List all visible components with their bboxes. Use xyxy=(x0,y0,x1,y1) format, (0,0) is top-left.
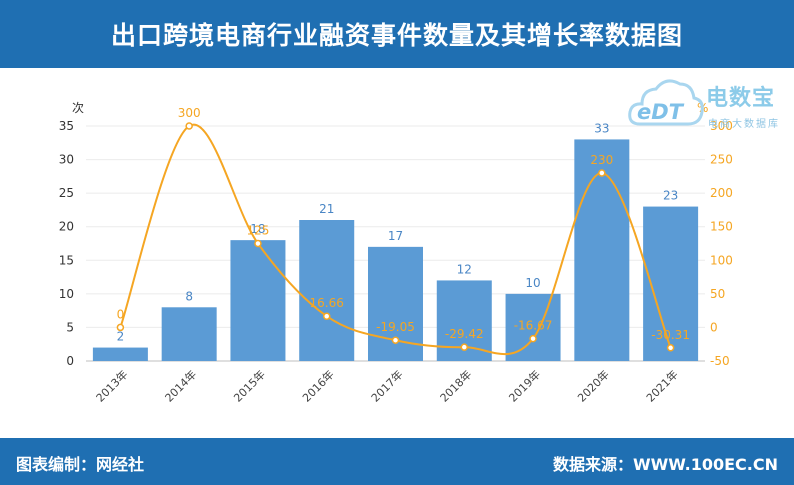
bar-value-label: 18 xyxy=(250,222,265,236)
x-tick-label: 2019年 xyxy=(506,367,543,404)
y-right-tick-label: 0 xyxy=(710,320,718,334)
growth-rate-label: -16.67 xyxy=(514,319,553,333)
y-right-tick-label: 250 xyxy=(710,153,733,167)
growth-rate-point xyxy=(116,323,125,332)
bar-value-label: 8 xyxy=(185,289,193,303)
bar-value-label: 12 xyxy=(457,262,472,276)
y-left-tick-label: 35 xyxy=(59,119,74,133)
bar-value-label: 10 xyxy=(525,276,540,290)
bar xyxy=(299,220,355,361)
x-tick-label: 2013年 xyxy=(93,367,130,404)
x-tick-label: 2020年 xyxy=(574,367,611,404)
x-tick-label: 2017年 xyxy=(368,367,405,404)
bar xyxy=(161,307,217,361)
cloud-icon xyxy=(628,79,704,126)
x-tick-label: 2014年 xyxy=(162,367,199,404)
y-right-tick-label: 300 xyxy=(710,119,733,133)
growth-rate-point xyxy=(529,334,537,343)
growth-rate-point xyxy=(460,343,469,351)
growth-rate-point xyxy=(322,312,331,320)
growth-rate-point xyxy=(598,169,606,177)
growth-rate-point xyxy=(391,336,400,344)
x-tick-label: 2016年 xyxy=(299,367,336,404)
bar xyxy=(643,206,699,361)
page-title: 出口跨境电商行业融资事件数量及其增长率数据图 xyxy=(110,21,683,50)
watermark-logo: eDT 电数宝 电商大数据库 xyxy=(626,72,790,134)
growth-rate-label: 300 xyxy=(178,106,201,120)
growth-rate-point xyxy=(185,122,193,130)
logo-brand: 电数宝 xyxy=(706,86,776,111)
logo-subtitle: 电商大数据库 xyxy=(708,119,780,130)
bar-value-label: 33 xyxy=(594,121,609,135)
y-left-tick-label: 30 xyxy=(59,153,74,167)
y-left-tick-label: 20 xyxy=(59,220,74,234)
y-left-tick-label: 25 xyxy=(59,186,74,200)
logo-mark-text: eDT xyxy=(637,100,683,124)
footer-credit: 图表编制：网经社 xyxy=(16,455,145,474)
y-right-tick-label: -50 xyxy=(710,354,730,368)
growth-rate-label: 125 xyxy=(246,224,269,238)
growth-rate-label: -19.05 xyxy=(376,320,415,334)
bar-value-label: 23 xyxy=(663,189,678,203)
y-left-tick-label: 10 xyxy=(59,287,74,301)
y-right-tick-label: 50 xyxy=(710,287,725,301)
footer-source: 数据来源：WWW.100EC.CN xyxy=(552,455,778,474)
bar-value-label: 2 xyxy=(117,330,125,344)
growth-rate-label: 230 xyxy=(590,153,613,167)
x-tick-label: 2021年 xyxy=(643,367,680,404)
footer-bar: 图表编制：网经社 数据来源：WWW.100EC.CN xyxy=(0,438,794,485)
y-right-tick-label: 150 xyxy=(710,220,733,234)
growth-rate-point xyxy=(666,344,675,352)
y-left-axis-label: 次 xyxy=(72,101,84,115)
growth-rate-point xyxy=(254,239,262,248)
y-left-tick-label: 5 xyxy=(66,320,74,334)
y-right-tick-label: 200 xyxy=(710,186,733,200)
growth-rate-label: -30.31 xyxy=(651,328,690,342)
growth-rate-label: -29.42 xyxy=(445,327,484,341)
bar-value-label: 17 xyxy=(388,229,403,243)
y-left-tick-label: 15 xyxy=(59,253,74,267)
title-bar: 出口跨境电商行业融资事件数量及其增长率数据图 xyxy=(0,0,794,68)
x-tick-label: 2015年 xyxy=(231,367,268,404)
bar xyxy=(505,293,561,361)
growth-rate-label: 0 xyxy=(117,307,125,321)
bar xyxy=(92,347,148,361)
bar-value-label: 21 xyxy=(319,202,334,216)
growth-rate-label: 16.66 xyxy=(310,296,344,310)
x-tick-label: 2018年 xyxy=(437,367,474,404)
y-right-tick-label: 100 xyxy=(710,253,733,267)
y-left-tick-label: 0 xyxy=(66,354,74,368)
bar xyxy=(230,240,286,361)
